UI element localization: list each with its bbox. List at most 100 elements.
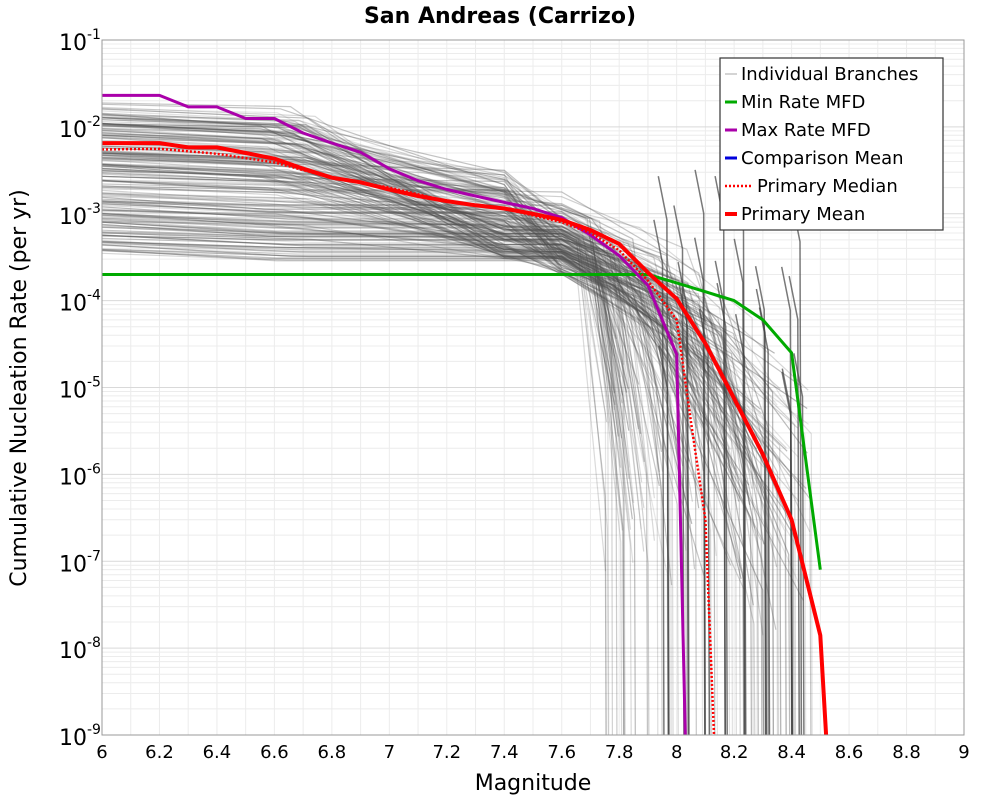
branch-line xyxy=(101,203,779,736)
x-tick-label: 6.2 xyxy=(145,742,174,763)
branch-line xyxy=(101,102,732,566)
branch-cliff xyxy=(793,353,805,736)
branch-line xyxy=(101,241,680,468)
branch-line xyxy=(101,213,712,736)
branch-line xyxy=(101,225,657,386)
branch-line xyxy=(101,201,716,736)
branch-line xyxy=(101,122,625,736)
branch-line xyxy=(101,179,756,528)
branch-line xyxy=(101,239,625,420)
branch-line xyxy=(101,134,713,736)
x-tick-label: 8 xyxy=(671,742,682,763)
branch-cliff xyxy=(754,266,767,736)
x-tick-label: 7.2 xyxy=(432,742,461,763)
branch-line xyxy=(101,164,616,406)
legend-label: Max Rate MFD xyxy=(741,120,871,141)
branch-line xyxy=(101,167,623,736)
branch-line xyxy=(101,165,735,419)
x-axis-ticks: 6 6.2 6.4 6.6 6.8 7 7.2 7.4 7.6 7.8 8 8.2 8.4 8.6 8.8 9 xyxy=(96,742,969,763)
branch-line xyxy=(101,189,781,390)
branch-line xyxy=(101,203,787,449)
branch-line xyxy=(101,200,696,370)
branch-line xyxy=(101,214,752,736)
branch-line xyxy=(101,169,741,736)
branch-line xyxy=(101,175,758,736)
branch-line xyxy=(101,117,645,509)
branch-line xyxy=(101,128,738,388)
legend-label: Primary Mean xyxy=(741,204,865,225)
branch-line xyxy=(101,113,769,736)
branch-line xyxy=(101,185,674,393)
x-tick-label: 8.8 xyxy=(892,742,921,763)
plot-frame xyxy=(101,39,965,736)
x-tick-label: 8.4 xyxy=(777,742,806,763)
y-tick-exponent: -8 xyxy=(87,635,101,651)
y-tick-exponent: -7 xyxy=(87,548,101,564)
branch-line xyxy=(101,200,664,472)
branch-line xyxy=(101,116,611,393)
branch-line xyxy=(101,165,684,467)
branch-line xyxy=(101,137,680,412)
branch-line xyxy=(101,121,615,357)
branch-line xyxy=(101,221,607,572)
branch-line xyxy=(101,128,764,636)
branch-line xyxy=(101,106,800,502)
branch-line xyxy=(101,180,671,736)
y-tick-exponent: -5 xyxy=(87,375,101,391)
branch-line xyxy=(101,156,754,606)
branch-line xyxy=(101,119,807,736)
branch-line xyxy=(101,175,763,736)
x-tick-label: 7 xyxy=(384,742,395,763)
branch-line xyxy=(101,194,635,503)
branch-line xyxy=(101,218,757,450)
branch-line xyxy=(101,215,674,736)
branch-line xyxy=(101,231,750,486)
branch-line xyxy=(101,217,673,586)
branch-line xyxy=(101,242,777,630)
branch-line xyxy=(101,248,733,736)
branch-line xyxy=(101,142,787,736)
x-tick-label: 6.8 xyxy=(318,742,347,763)
branch-line xyxy=(101,214,625,736)
branch-line xyxy=(101,152,813,736)
branch-line xyxy=(101,226,811,533)
branch-line xyxy=(101,170,609,736)
series-group xyxy=(101,93,829,736)
branch-line xyxy=(101,172,610,736)
branch-cliff xyxy=(781,368,794,736)
branch-line xyxy=(101,152,791,736)
branch-line xyxy=(101,152,703,333)
branch-line xyxy=(101,175,787,468)
branch-line xyxy=(101,183,807,489)
branch-line xyxy=(101,211,630,468)
branch-line xyxy=(101,107,707,499)
branch-line xyxy=(101,152,745,590)
branch-line xyxy=(101,122,754,736)
branch-line xyxy=(101,192,642,530)
branch-line xyxy=(101,179,761,410)
x-tick-label: 6.4 xyxy=(203,742,232,763)
branch-line xyxy=(101,201,650,736)
legend-box xyxy=(719,57,944,231)
branch-cliff xyxy=(653,219,665,736)
branch-line xyxy=(101,192,659,736)
chart-title: San Andreas (Carrizo) xyxy=(364,4,636,29)
y-tick-label: 10-8 xyxy=(59,635,101,664)
branch-line xyxy=(101,241,799,458)
y-tick-exponent: -4 xyxy=(87,288,101,304)
branch-line xyxy=(101,163,679,736)
branch-line xyxy=(101,220,626,736)
branch-line xyxy=(101,249,693,502)
branch-line xyxy=(101,224,622,468)
branch-line xyxy=(101,243,749,416)
x-tick-label: 7.8 xyxy=(605,742,634,763)
branch-line xyxy=(101,151,613,736)
branch-line xyxy=(101,154,745,495)
branch-line xyxy=(101,240,628,393)
branch-line xyxy=(101,137,765,736)
branch-line xyxy=(101,163,623,404)
branch-line xyxy=(101,250,700,509)
branch-line xyxy=(101,231,631,378)
branch-line xyxy=(101,172,661,473)
branch-line xyxy=(101,158,782,736)
